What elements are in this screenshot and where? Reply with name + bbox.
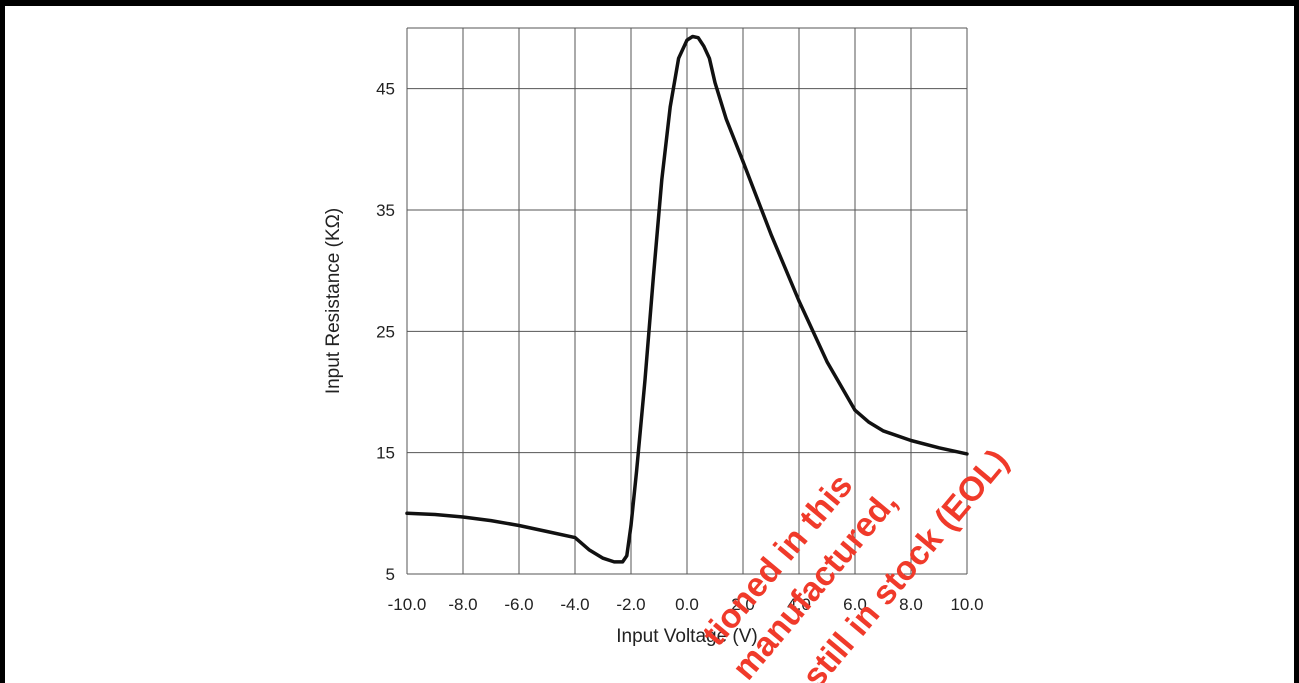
y-tick-label: 25 [376,322,395,341]
x-tick-label: 10.0 [950,595,983,614]
y-tick-labels: 5 15 25 35 45 [376,80,395,584]
x-tick-label: 8.0 [899,595,923,614]
y-tick-label: 35 [376,201,395,220]
y-axis-label: Input Resistance (KΩ) [323,208,344,394]
x-tick-label: -4.0 [560,595,589,614]
x-tick-label: -10.0 [388,595,427,614]
x-tick-label: -6.0 [504,595,533,614]
x-tick-label: 0.0 [675,595,699,614]
x-tick-label: 2.0 [731,595,755,614]
series-layer [405,34,969,564]
grid [406,27,968,575]
y-tick-label: 5 [386,565,395,584]
y-tick-label: 45 [376,80,395,99]
y-tick-label: 15 [376,444,395,463]
series-line [405,34,969,564]
x-tick-label: 6.0 [843,595,867,614]
x-tick-labels: -10.0 -8.0 -6.0 -4.0 -2.0 0.0 2.0 4.0 6.0 8.0 10.0 [388,595,984,614]
x-tick-label: -8.0 [448,595,477,614]
x-tick-label: -2.0 [616,595,645,614]
x-axis-label: Input Voltage (V) [616,626,758,647]
x-tick-label: 4.0 [787,595,811,614]
